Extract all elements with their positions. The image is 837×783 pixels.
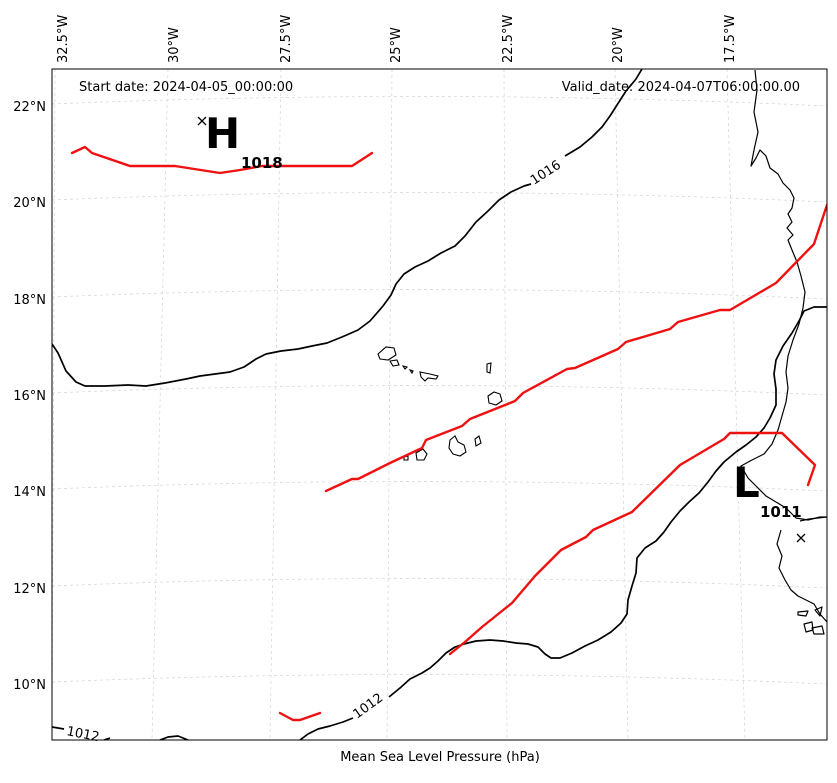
bissagos-islands [797, 606, 825, 635]
lon-label-20w: 20°W [611, 27, 626, 63]
map-frame [51, 68, 828, 741]
high-center-value: 1018 [241, 154, 283, 172]
isobar-label-1016: 1016 [528, 158, 564, 189]
front-southwest [278, 711, 322, 722]
meridian-20w [614, 69, 629, 740]
longitude-labels: 32.5°W 30°W 27.5°W 25°W 22.5°W 20°W 17.5… [56, 15, 738, 63]
santa-luzia-island [401, 365, 409, 370]
isobar-label-1012-left: 1012 [65, 724, 100, 745]
meridian-17-5w [726, 69, 746, 740]
lat-label-16n: 16°N [13, 389, 46, 404]
lat-label-12n: 12°N [13, 582, 46, 597]
lon-label-27-5w: 27.5°W [279, 15, 294, 63]
lon-label-25w: 25°W [389, 27, 404, 63]
footer-label: Mean Sea Level Pressure (hPa) [340, 750, 540, 765]
sao-nicolau-island [408, 368, 439, 382]
low-center-letter: L [733, 458, 760, 507]
cape-verde-islands [377, 346, 503, 461]
high-pressure-center: H 1018 [197, 109, 283, 172]
parallel-14n [52, 481, 827, 492]
graticule [52, 69, 827, 740]
lat-label-20n: 20°N [13, 196, 46, 211]
front-central [324, 203, 827, 493]
lat-label-18n: 18°N [13, 293, 46, 308]
parallel-16n [52, 385, 827, 396]
latitude-labels: 22°N 20°N 18°N 16°N 14°N 12°N 10°N [13, 100, 46, 693]
santiago-island [448, 435, 467, 457]
valid-date-label: Valid_date: 2024-04-07T06:00:00.00 [562, 80, 800, 95]
boa-vista-island [487, 391, 503, 406]
start-date-label: Start date: 2024-04-05_00:00:00 [79, 80, 293, 95]
low-pressure-center: L 1011 [733, 458, 806, 543]
isobar-1012-bottom-left [52, 726, 65, 730]
isobar-1012-main [388, 306, 827, 698]
parallel-12n [52, 578, 827, 589]
fogo-island [415, 448, 428, 461]
isobar-1012-bottom-loop [159, 735, 189, 740]
santo-antao-island [377, 346, 397, 361]
low-center-marker-icon [796, 533, 806, 543]
front-north [70, 145, 374, 175]
lon-label-30w: 30°W [167, 27, 182, 63]
parallel-20n [52, 192, 827, 203]
sal-island [486, 362, 492, 374]
isobar-1012 [299, 717, 354, 740]
map-area [52, 69, 827, 740]
front-south [448, 431, 817, 656]
lat-label-10n: 10°N [13, 678, 46, 693]
gambia-border [799, 516, 827, 522]
isobar-1016-upper [564, 69, 643, 157]
africa-coastline [740, 69, 827, 521]
meridian-25w [386, 69, 393, 740]
lon-label-22-5w: 22.5°W [501, 15, 516, 63]
sao-vicente-island [389, 359, 400, 367]
lat-label-22n: 22°N [13, 100, 46, 115]
lon-label-17-5w: 17.5°W [723, 15, 738, 63]
isobar-label-1012-center: 1012 [351, 691, 387, 723]
meridian-27-5w [269, 69, 282, 740]
isobar-1016 [52, 183, 532, 387]
maio-island [474, 435, 482, 447]
lon-label-32-5w: 32.5°W [56, 15, 71, 63]
meridian-30w [151, 69, 169, 740]
parallel-10n [52, 674, 827, 685]
parallel-18n [52, 289, 827, 300]
low-center-value: 1011 [760, 503, 802, 521]
parallel-22n [52, 96, 827, 107]
guinea-bissau-coast [776, 529, 827, 623]
high-center-letter: H [205, 109, 240, 158]
meridian-22-5w [503, 69, 508, 740]
lat-label-14n: 14°N [13, 485, 46, 500]
high-center-marker-icon [197, 116, 207, 126]
